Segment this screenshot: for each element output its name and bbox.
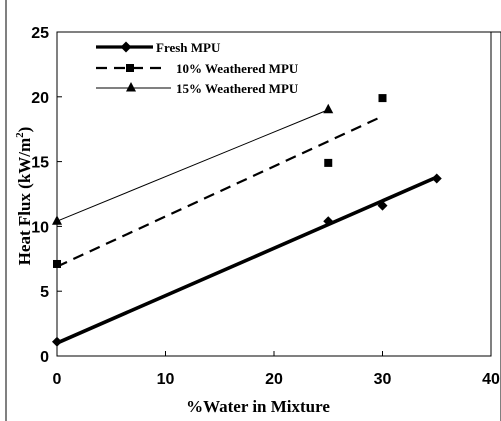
trendline-series-0 — [56, 175, 438, 345]
x-tick-label: 20 — [265, 371, 283, 388]
data-point-triangle — [52, 215, 62, 225]
data-point-diamond — [52, 336, 62, 347]
data-point-triangle — [323, 103, 334, 114]
x-axis-title: %Water in Mixture — [186, 397, 330, 416]
trendline-series-2 — [56, 109, 329, 222]
data-point-diamond — [431, 173, 442, 184]
legend-label-fresh: Fresh MPU — [156, 40, 221, 55]
x-tick-label: 10 — [157, 371, 175, 388]
x-tick-label: 30 — [374, 371, 392, 388]
data-markers — [52, 94, 442, 347]
legend: Fresh MPU 10% Weathered MPU 15% Weathere… — [96, 40, 299, 96]
y-tick-label: 25 — [31, 25, 49, 42]
trendline-series-1 — [56, 115, 383, 268]
y-axis-title-close: ) — [15, 127, 34, 133]
y-tick-label: 20 — [31, 90, 49, 107]
y-tick-label: 10 — [31, 219, 49, 236]
y-axis-title-superscript: 2 — [14, 132, 26, 138]
data-point-square — [324, 158, 333, 167]
legend-marker-fresh — [120, 41, 132, 53]
legend-label-15pct: 15% Weathered MPU — [176, 81, 299, 96]
data-point-diamond — [323, 216, 334, 227]
y-tick-label: 0 — [40, 349, 49, 366]
y-axis-ticks: 0 5 10 15 20 25 — [31, 25, 62, 366]
x-tick-label: 0 — [53, 371, 62, 388]
y-axis-title-main: Heat Flux (kW/m — [15, 138, 34, 266]
data-point-square — [378, 94, 387, 103]
data-point-diamond — [377, 200, 388, 211]
legend-marker-15pct — [126, 82, 136, 92]
legend-label-10pct: 10% Weathered MPU — [176, 61, 299, 76]
trendlines — [56, 109, 438, 345]
data-point-square — [53, 259, 61, 268]
y-axis-title: Heat Flux (kW/m2) — [14, 127, 34, 266]
legend-marker-10pct — [126, 64, 134, 72]
x-tick-label: 40 — [482, 371, 500, 388]
y-tick-label: 15 — [31, 155, 49, 172]
x-axis-ticks: 0 10 20 30 40 — [53, 351, 500, 388]
y-tick-label: 5 — [40, 284, 49, 301]
